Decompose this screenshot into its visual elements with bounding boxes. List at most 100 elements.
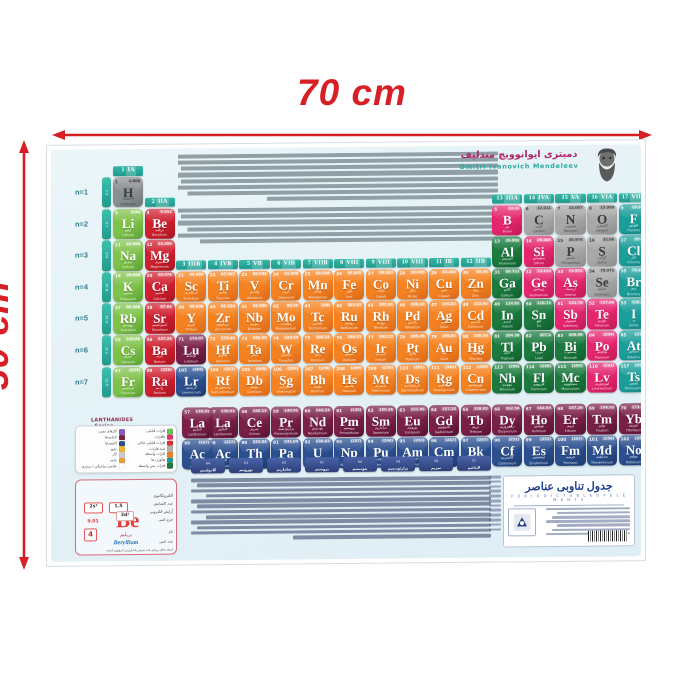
element-cell-pr[interactable]: 59 140.91 Pr پرازئودیمیم Praseodymium bbox=[271, 406, 302, 438]
element-cell-rb[interactable]: 37 85.468 Rb روبیدیم Rubidium bbox=[113, 303, 144, 335]
element-cell-te[interactable]: 52 127.60 Te تلوریم Tellurium bbox=[587, 298, 618, 330]
element-cell-sm[interactable]: 62 150.36 Sm ساماریم Samarium bbox=[365, 405, 396, 437]
element-cell-lv[interactable]: 116 (293) Lv لیورموریم Livermorium bbox=[587, 361, 618, 393]
element-cell-pm[interactable]: 61 (145) Pm پرومتیم Promethium bbox=[334, 406, 365, 437]
element-cell-es[interactable]: 99 (252) Es اینشتینیم Einsteinium bbox=[523, 435, 554, 467]
element-cell-ag[interactable]: 47 107.87 Ag نقره Silver bbox=[429, 300, 460, 331]
element-cell-dy[interactable]: 66 162.50 Dy دیسپروزیم Dysprosium bbox=[492, 404, 523, 436]
element-cell-tl[interactable]: 81 204.38 Tl تالیم Thallium bbox=[492, 331, 523, 362]
element-cell-bh[interactable]: 107 (270) Bh بوریم Bohrium bbox=[302, 364, 333, 396]
element-cell-v[interactable]: 23 50.942 V وانادیم Vanadium bbox=[239, 270, 270, 302]
element-cell-ir[interactable]: 77 192.22 Ir ایریدیم Iridium bbox=[365, 332, 396, 364]
element-cell-rf[interactable]: 104 (267) Rf رادرفوردیم Rutherfordium bbox=[207, 365, 238, 397]
element-cell-ra[interactable]: 88 (226) Ra رادیم Radium bbox=[144, 366, 175, 397]
element-cell-mg[interactable]: 12 24.305 Mg منیزیم Magnesium bbox=[144, 239, 175, 271]
bottom-pill-60[interactable]: 60 نئودیمیم bbox=[343, 456, 377, 473]
element-cell-os[interactable]: 76 190.23 Os اسمیم Osmium bbox=[334, 332, 365, 364]
element-cell-cf[interactable]: 98 (251) Cf کالیفرنیم Californium bbox=[492, 436, 523, 467]
element-cell-k[interactable]: 19 39.098 K پتاسیم Potassium bbox=[113, 271, 144, 303]
element-cell-si[interactable]: 14 28.085 Si سیلیسیم Silicon bbox=[523, 236, 554, 267]
element-cell-lr[interactable]: 103 (266) Lr لارنسیم Lawrencium bbox=[176, 365, 207, 397]
element-cell-i[interactable]: 53 126.90 I ید Iodine bbox=[618, 298, 641, 330]
element-cell-tm[interactable]: 69 168.93 Tm تولیم Thulium bbox=[587, 403, 618, 435]
element-cell-cl[interactable]: 17 35.45 Cl کلر Chlorine bbox=[618, 235, 641, 266]
element-cell-na[interactable]: 11 22.990 Na سدیم Sodium bbox=[113, 240, 144, 271]
element-cell-pt[interactable]: 78 195.08 Pt پلاتین Platinum bbox=[397, 332, 428, 363]
element-cell-bi[interactable]: 83 208.98 Bi بیسموت Bismuth bbox=[555, 330, 586, 362]
element-cell-b[interactable]: 5 10.81 B بور Boron bbox=[492, 204, 523, 236]
element-cell-cd[interactable]: 48 112.41 Cd کادمیم Cadmium bbox=[460, 300, 491, 331]
element-cell-w[interactable]: 74 183.84 W تنگستن Tungsten bbox=[271, 333, 302, 365]
element-cell-gd[interactable]: 64 157.25 Gd گادولینیم Gadolinium bbox=[429, 405, 460, 436]
element-cell-cr[interactable]: 24 51.996 Cr کروم Chromium bbox=[271, 270, 302, 301]
element-cell-tb[interactable]: 65 158.93 Tb تربیم Terbium bbox=[460, 404, 491, 436]
series-callout-la[interactable]: 57 138.91 La لانتانیم Lanthanum bbox=[182, 407, 213, 439]
element-cell-co[interactable]: 27 58.933 Co کبالت Cobalt bbox=[365, 269, 396, 300]
element-cell-ho[interactable]: 67 164.93 Ho هولمیم Holmium bbox=[523, 404, 554, 435]
bottom-pill-59[interactable]: 59 پرازئودیمیم bbox=[381, 456, 415, 472]
element-cell-yb[interactable]: 70 173.05 Yb ایتربیم Ytterbium bbox=[618, 403, 641, 434]
element-cell-ta[interactable]: 73 180.95 Ta تانتال Tantalum bbox=[239, 333, 270, 365]
element-cell-ga[interactable]: 31 69.723 Ga گالیم Gallium bbox=[492, 268, 523, 299]
element-cell-rg[interactable]: 111 (282) Rg رونتگنیم Roentgenium bbox=[429, 363, 460, 395]
element-cell-lu[interactable]: 71 174.97 Lu لوتسیم Lutetium bbox=[176, 334, 207, 366]
element-cell-nb[interactable]: 41 92.906 Nb نیوبیم Niobium bbox=[239, 302, 270, 333]
element-cell-ds[interactable]: 110 (281) Ds دارمشتادیم Darmstadtium bbox=[397, 363, 428, 395]
element-cell-c[interactable]: 6 12.011 C کربن Carbon bbox=[523, 204, 554, 236]
element-cell-er[interactable]: 68 167.26 Er اربیم Erbium bbox=[555, 403, 586, 435]
element-cell-nh[interactable]: 113 (286) Nh نیهونیم Nihonium bbox=[492, 362, 523, 394]
element-cell-al[interactable]: 13 26.982 Al آلومینیم Aluminium bbox=[492, 236, 523, 268]
element-cell-hs[interactable]: 108 (269) Hs هاسیم Hassium bbox=[334, 364, 365, 396]
element-cell-ti[interactable]: 22 47.867 Ti تیتانیم Titanium bbox=[207, 270, 238, 302]
element-cell-fm[interactable]: 100 (257) Fm فرمیم Fermium bbox=[555, 435, 586, 467]
element-cell-n[interactable]: 7 14.007 N نیتروژن Nitrogen bbox=[555, 204, 586, 235]
element-cell-br[interactable]: 35 79.904 Br برم Bromine bbox=[618, 266, 641, 298]
bottom-pill-62[interactable]: 62 ساماریم bbox=[267, 457, 301, 473]
bottom-pill-58[interactable]: 58 سریم bbox=[419, 455, 453, 472]
element-cell-ce[interactable]: 58 140.12 Ce سریم Cerium bbox=[239, 406, 270, 438]
element-cell-y[interactable]: 39 88.906 Y ایتریم Yttrium bbox=[176, 302, 207, 334]
element-cell-rh[interactable]: 45 102.91 Rh رودیم Rhodium bbox=[365, 300, 396, 332]
element-cell-h[interactable]: 1 1.008 H هیدروژن Hydrogen bbox=[113, 176, 144, 208]
element-cell-ni[interactable]: 28 58.693 Ni نیکل Nickel bbox=[397, 269, 428, 300]
element-cell-cu[interactable]: 29 63.546 Cu مس Copper bbox=[429, 268, 460, 300]
bottom-pill-63[interactable]: 63 یوروپیم bbox=[229, 457, 263, 474]
element-cell-mn[interactable]: 25 54.938 Mn منگنز Manganese bbox=[302, 269, 333, 301]
element-cell-hg[interactable]: 80 200.59 Hg جیوه Mercury bbox=[460, 331, 491, 363]
element-cell-sr[interactable]: 38 87.62 Sr استرانسیم Strontium bbox=[144, 303, 175, 334]
element-cell-at[interactable]: 85 (210) At استاتین Astatine bbox=[618, 330, 641, 361]
element-cell-sn[interactable]: 50 118.71 Sn قلع Tin bbox=[523, 299, 554, 331]
element-cell-p[interactable]: 15 30.974 P فسفر Phosphorus bbox=[555, 235, 586, 267]
element-cell-mo[interactable]: 42 95.95 Mo مولیبدن Molybdenum bbox=[271, 301, 302, 333]
element-cell-pd[interactable]: 46 106.42 Pd پالادیم Palladium bbox=[397, 300, 428, 332]
element-cell-no[interactable]: 102 (259) No نوبلیم Nobelium bbox=[618, 434, 641, 466]
element-cell-be[interactable]: 4 9.012 Be بریلیم Beryllium bbox=[144, 208, 175, 239]
element-cell-zn[interactable]: 30 65.38 Zn روی Zinc bbox=[460, 268, 491, 300]
element-cell-cs[interactable]: 55 132.91 Cs سزیم Caesium bbox=[113, 334, 144, 366]
element-cell-li[interactable]: 3 6.94 Li لیتیم Lithium bbox=[113, 208, 144, 240]
element-cell-ge[interactable]: 32 72.630 Ge ژرمانیم Germanium bbox=[523, 267, 554, 299]
element-cell-zr[interactable]: 40 91.224 Zr زیرکونیم Zirconium bbox=[207, 302, 238, 334]
element-cell-fe[interactable]: 26 55.845 Fe آهن Iron bbox=[334, 269, 365, 301]
element-cell-nd[interactable]: 60 144.24 Nd نئودیمیم Neodymium bbox=[302, 406, 333, 437]
element-cell-sg[interactable]: 106 (269) Sg سیبورگیم Seaborgium bbox=[271, 365, 302, 396]
bottom-pill-64[interactable]: 64 گادولینیم bbox=[191, 458, 225, 474]
element-cell-ca[interactable]: 20 40.078 Ca کلسیم Calcium bbox=[144, 271, 175, 303]
element-cell-ru[interactable]: 44 101.07 Ru روتنیم Ruthenium bbox=[334, 301, 365, 332]
element-cell-mt[interactable]: 109 (278) Mt مایتنریم Meitnerium bbox=[365, 364, 396, 395]
element-cell-fl[interactable]: 114 (289) Fl فلروویم Flerovium bbox=[523, 362, 554, 394]
element-cell-s[interactable]: 16 32.06 S گوگرد Sulfur bbox=[587, 235, 618, 267]
element-cell-re[interactable]: 75 186.21 Re رنیم Rhenium bbox=[302, 333, 333, 364]
element-cell-mc[interactable]: 115 (290) Mc مسکوویم Moscovium bbox=[555, 362, 586, 393]
element-cell-au[interactable]: 79 196.97 Au طلا Gold bbox=[429, 331, 460, 363]
element-cell-eu[interactable]: 63 151.96 Eu یوروپیم Europium bbox=[397, 405, 428, 437]
element-cell-md[interactable]: 101 (258) Md مندلیفیم Mendelevium bbox=[587, 435, 618, 466]
element-cell-tc[interactable]: 43 (98) Tc تکنسیم Technetium bbox=[302, 301, 333, 333]
bottom-pill-61[interactable]: 61 پرومتیم bbox=[305, 457, 339, 473]
element-cell-ba[interactable]: 56 137.33 Ba باریم Barium bbox=[144, 334, 175, 366]
element-cell-as[interactable]: 33 74.922 As آرسنیک Arsenic bbox=[555, 267, 586, 299]
element-cell-cn[interactable]: 112 (285) Cn کوپرنیسیم Copernicium bbox=[460, 363, 491, 394]
element-cell-db[interactable]: 105 (268) Db دوبنیم Dubnium bbox=[239, 365, 270, 397]
element-cell-pb[interactable]: 82 207.2 Pb سرب Lead bbox=[523, 331, 554, 362]
element-cell-ts[interactable]: 117 (294) Ts تنسین Tennessine bbox=[618, 361, 641, 393]
